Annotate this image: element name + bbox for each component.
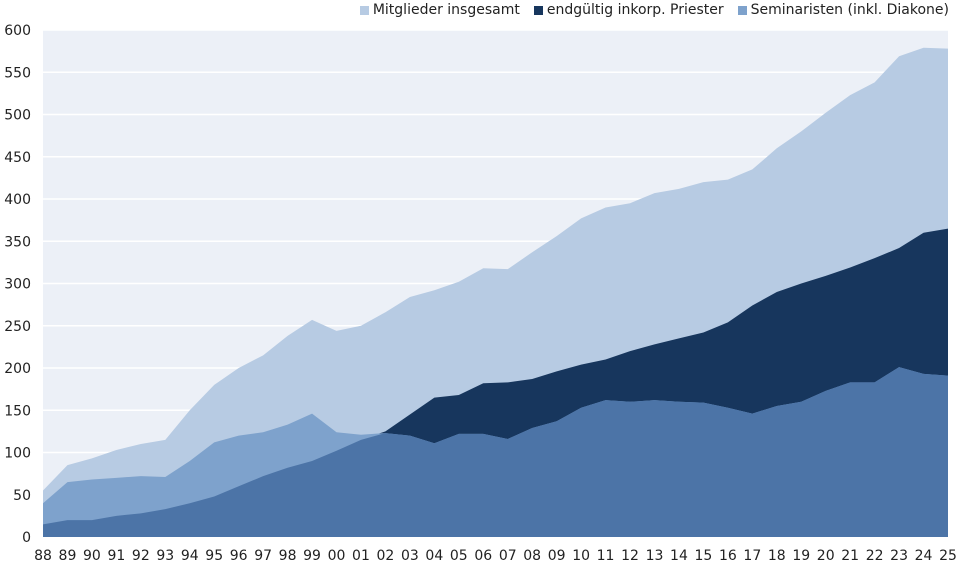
y-tick-label: 550 bbox=[4, 65, 31, 81]
x-tick-label: 97 bbox=[254, 548, 272, 564]
legend: Mitglieder insgesamt endgültig inkorp. P… bbox=[359, 0, 949, 20]
legend-item-priests: endgültig inkorp. Priester bbox=[533, 2, 724, 18]
legend-swatch-priests bbox=[533, 5, 543, 15]
x-tick-label: 21 bbox=[841, 548, 859, 564]
x-tick-label: 07 bbox=[499, 548, 517, 564]
x-tick-label: 98 bbox=[279, 548, 297, 564]
legend-label-total: Mitglieder insgesamt bbox=[372, 2, 520, 18]
x-tick-label: 22 bbox=[866, 548, 884, 564]
x-tick-label: 99 bbox=[303, 548, 321, 564]
x-tick-label: 02 bbox=[377, 548, 395, 564]
areas bbox=[43, 47, 948, 538]
x-tick-label: 25 bbox=[939, 548, 957, 564]
y-tick-label: 450 bbox=[4, 150, 31, 166]
x-tick-label: 24 bbox=[915, 548, 933, 564]
y-tick-label: 0 bbox=[22, 530, 31, 546]
x-tick-label: 93 bbox=[156, 548, 174, 564]
y-tick-label: 50 bbox=[13, 488, 31, 504]
x-tick-label: 23 bbox=[890, 548, 908, 564]
x-tick-label: 04 bbox=[425, 548, 443, 564]
legend-swatch-seminarians bbox=[737, 5, 747, 15]
x-tick-label: 88 bbox=[34, 548, 52, 564]
y-axis-ticks: 0 50 100 150 200 250 300 350 400 450 500 550 600 bbox=[4, 23, 31, 546]
x-tick-label: 16 bbox=[719, 548, 737, 564]
legend-label-seminarians: Seminaristen (inkl. Diakone) bbox=[750, 2, 949, 18]
x-tick-label: 91 bbox=[107, 548, 125, 564]
legend-label-priests: endgültig inkorp. Priester bbox=[546, 2, 724, 18]
y-tick-label: 300 bbox=[4, 277, 31, 293]
x-tick-label: 20 bbox=[817, 548, 835, 564]
y-tick-label: 100 bbox=[4, 446, 31, 462]
x-tick-label: 10 bbox=[572, 548, 590, 564]
y-tick-label: 350 bbox=[4, 234, 31, 250]
x-tick-label: 00 bbox=[328, 548, 346, 564]
y-tick-label: 400 bbox=[4, 192, 31, 208]
x-tick-label: 05 bbox=[450, 548, 468, 564]
x-tick-label: 17 bbox=[743, 548, 761, 564]
x-tick-label: 19 bbox=[792, 548, 810, 564]
x-tick-label: 01 bbox=[352, 548, 370, 564]
x-tick-label: 96 bbox=[230, 548, 248, 564]
x-tick-label: 06 bbox=[474, 548, 492, 564]
x-tick-label: 09 bbox=[548, 548, 566, 564]
legend-item-seminarians: Seminaristen (inkl. Diakone) bbox=[737, 2, 949, 18]
legend-swatch-total bbox=[359, 5, 369, 15]
x-tick-label: 08 bbox=[523, 548, 541, 564]
x-tick-label: 11 bbox=[597, 548, 615, 564]
y-tick-label: 200 bbox=[4, 361, 31, 377]
area-overlap bbox=[43, 367, 948, 537]
x-tick-label: 89 bbox=[59, 548, 77, 564]
y-tick-label: 150 bbox=[4, 403, 31, 419]
x-tick-label: 90 bbox=[83, 548, 101, 564]
x-tick-label: 14 bbox=[670, 548, 688, 564]
y-tick-label: 500 bbox=[4, 108, 31, 124]
x-tick-label: 92 bbox=[132, 548, 150, 564]
x-tick-label: 95 bbox=[205, 548, 223, 564]
y-tick-label: 600 bbox=[4, 23, 31, 39]
x-axis-ticks: 88 89 90 91 92 93 94 95 96 97 98 99 00 01 02 03 04 05 06 07… bbox=[34, 548, 957, 564]
x-tick-label: 13 bbox=[646, 548, 664, 564]
legend-item-total: Mitglieder insgesamt bbox=[359, 2, 520, 18]
x-tick-label: 12 bbox=[621, 548, 639, 564]
x-tick-label: 15 bbox=[694, 548, 712, 564]
y-tick-label: 250 bbox=[4, 319, 31, 335]
x-tick-label: 03 bbox=[401, 548, 419, 564]
x-tick-label: 18 bbox=[768, 548, 786, 564]
x-tick-label: 94 bbox=[181, 548, 199, 564]
